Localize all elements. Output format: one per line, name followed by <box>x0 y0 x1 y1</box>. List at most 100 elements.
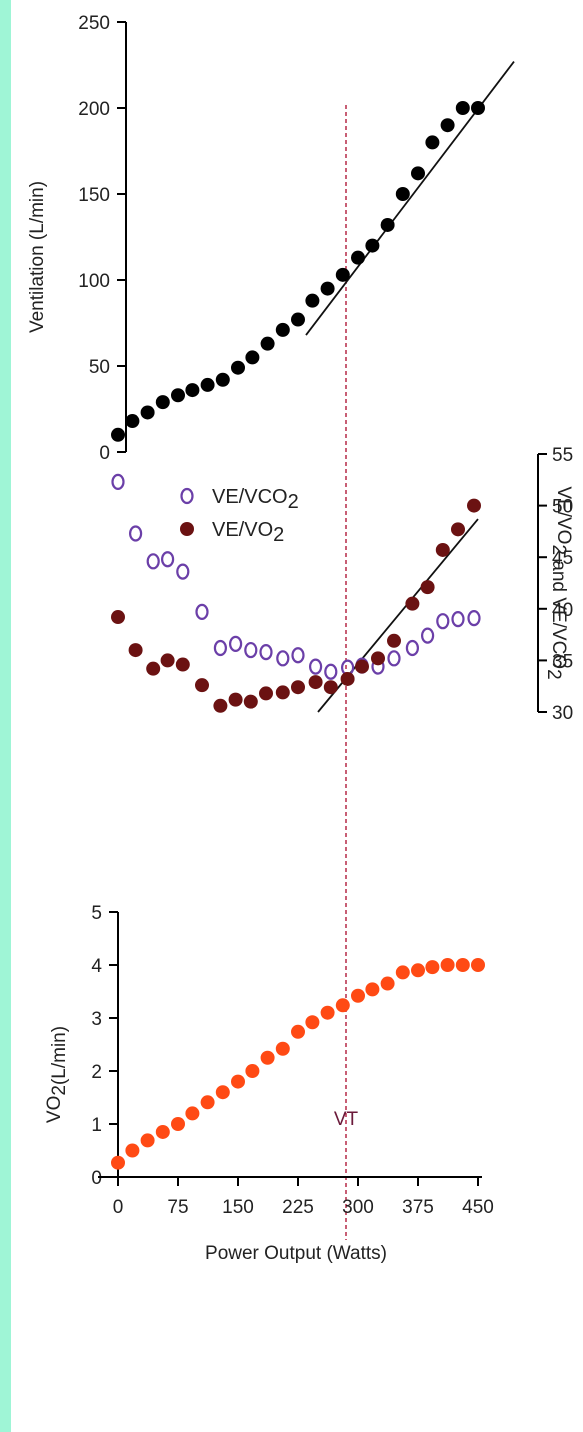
y-tick-label: 50 <box>552 497 573 518</box>
vo2-point <box>111 1155 125 1170</box>
vo2-point <box>171 1117 185 1131</box>
ve-vo2-point <box>323 680 338 695</box>
vo2-point <box>351 988 365 1003</box>
legend-marker-filled <box>180 522 194 536</box>
ve-vco2-point <box>309 658 323 675</box>
vo2-point <box>185 1106 200 1121</box>
ventilation-point <box>245 350 260 365</box>
ve-vo2-point <box>435 542 450 557</box>
y-tick-label: 1 <box>91 1115 102 1136</box>
y-tick-label: 5 <box>91 903 102 924</box>
vo2-point <box>320 1005 335 1020</box>
ve-vo2-point <box>405 596 420 611</box>
ventilation-point <box>155 395 170 410</box>
vo2-point <box>335 998 350 1013</box>
ve-vco2-point <box>436 613 450 630</box>
ve-vo2-point <box>243 694 258 709</box>
ve-vo2-point <box>420 580 435 595</box>
ventilation-point <box>425 135 440 150</box>
ve-vco2-point <box>229 635 243 652</box>
ve-vco2-point <box>195 603 209 620</box>
ventilation-point <box>275 322 290 337</box>
page-border-strip <box>0 0 11 1432</box>
ve-vco2-point <box>244 641 258 659</box>
ventilation-point <box>215 372 230 387</box>
legend-marker-open <box>180 487 194 505</box>
ve-vco2-point <box>176 563 190 580</box>
ventilation-point <box>335 267 350 282</box>
x-tick-label: 75 <box>167 1197 188 1218</box>
ve-vco2-point <box>146 553 160 570</box>
vo2-point <box>395 965 410 980</box>
y-tick-label: 50 <box>89 357 110 378</box>
ve-vco2-point <box>324 663 338 680</box>
y-axis-title: VO2(L/min) <box>44 1026 70 1123</box>
vo2-point <box>411 963 425 978</box>
y-tick-label: 150 <box>78 185 110 206</box>
y-axis-title: VE/VO2 and VE/VCO2 <box>543 486 574 679</box>
vo2-point <box>365 982 380 997</box>
x-tick-label: 150 <box>222 1197 254 1218</box>
x-tick-label: 300 <box>342 1197 374 1218</box>
ventilation-point <box>440 118 455 133</box>
vo2-point <box>380 976 395 991</box>
ventilation-point <box>320 281 335 296</box>
ve-vco2-point <box>161 551 175 568</box>
ventilation-point <box>365 238 380 253</box>
y-tick-label: 45 <box>552 548 573 569</box>
ventilation-point <box>395 187 410 201</box>
vo2-point <box>440 958 455 972</box>
vo2-point <box>305 1015 320 1030</box>
y-tick-label: 55 <box>552 445 573 466</box>
y-tick-label: 250 <box>78 13 110 34</box>
ve-vco2-point <box>405 639 419 657</box>
vo2-point <box>291 1024 305 1039</box>
vo2-point <box>231 1074 245 1089</box>
ve-vo2-point <box>291 680 305 695</box>
ventilation-point <box>140 405 155 420</box>
ve-vo2-point <box>355 659 369 674</box>
ve-vco2-point <box>421 627 435 644</box>
ve-vco2-point <box>111 473 125 490</box>
ve-vo2-point <box>146 661 161 676</box>
y-tick-label: 200 <box>78 99 110 120</box>
ve-vco2-point <box>451 611 465 628</box>
vo2-point <box>275 1041 290 1056</box>
ventilation-point <box>185 383 200 398</box>
ventilation-point <box>171 388 185 403</box>
vo2-point <box>215 1085 230 1100</box>
ve-vo2-point <box>213 698 228 713</box>
y-axis-title: Ventilation (L/min) <box>27 181 48 333</box>
ve-vco2-point <box>467 609 481 627</box>
ventilation-point <box>291 312 305 327</box>
ventilation-point <box>200 377 215 392</box>
ve-vo2-point <box>387 633 401 648</box>
vt-label: VT <box>334 1109 359 1130</box>
ventilation-point <box>380 217 395 232</box>
x-axis-title: Power Output (Watts) <box>205 1243 387 1264</box>
vo2-point <box>245 1064 260 1078</box>
x-tick-label: 225 <box>282 1197 314 1218</box>
ve-vco2-point <box>276 650 290 667</box>
y-tick-label: 0 <box>99 443 110 464</box>
ventilation-point <box>455 101 470 115</box>
ve-vco2-point <box>213 639 227 657</box>
ventilation-point <box>411 166 425 181</box>
ve-vo2-point <box>467 498 481 513</box>
y-tick-label: 40 <box>552 600 573 621</box>
ventilation-point <box>111 427 125 442</box>
ve-vo2-point <box>128 643 143 658</box>
vo2-point <box>140 1133 155 1148</box>
vo2-point <box>155 1124 170 1139</box>
ve-vo2-point <box>259 686 273 701</box>
ventilation-point <box>260 336 275 351</box>
y-tick-label: 2 <box>91 1062 102 1083</box>
ve-vo2-point <box>308 675 323 690</box>
vo2-point <box>455 958 470 972</box>
ve-vco2-point <box>129 525 143 542</box>
x-tick-label: 375 <box>402 1197 434 1218</box>
ve-vo2-point <box>160 653 175 668</box>
vo2-point <box>425 960 440 975</box>
y-tick-label: 3 <box>91 1009 102 1030</box>
